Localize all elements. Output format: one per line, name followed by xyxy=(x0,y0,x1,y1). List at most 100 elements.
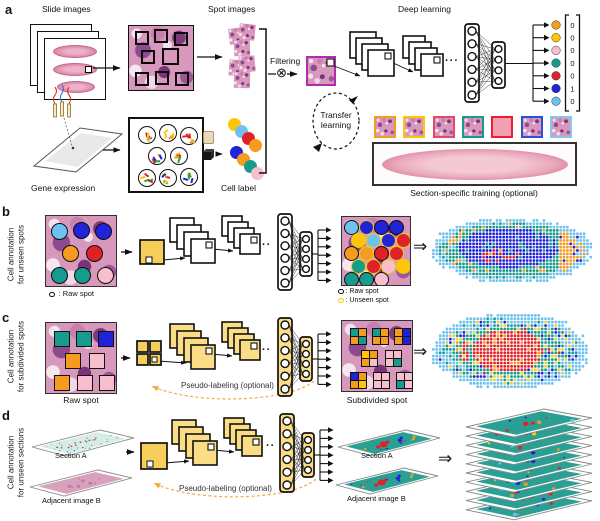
raw-spot-square xyxy=(54,375,70,391)
ellipsis-icon: ··· xyxy=(445,55,459,67)
double-arrow-icon: ⇒ xyxy=(413,237,428,256)
training-patch xyxy=(403,116,426,138)
gene-spot-circle xyxy=(148,147,166,165)
panel-b-side-line2: for unseen spots xyxy=(16,224,25,285)
double-arrow-icon: ⇒ xyxy=(438,449,453,468)
training-patch xyxy=(520,116,543,138)
section-a-input-label: Section A xyxy=(55,451,87,460)
stack-section-plane xyxy=(465,436,593,466)
raw-spot-circle xyxy=(50,266,68,284)
tissue-map-c xyxy=(432,314,588,389)
training-patch xyxy=(491,116,514,138)
adjacent-b-output-label: Adjacent image B xyxy=(347,494,406,503)
panel-b-cnn xyxy=(139,213,332,291)
ellipsis-icon: ·· xyxy=(262,344,272,356)
raw-spot-square xyxy=(99,375,115,391)
adjacent-b-output-plane xyxy=(335,467,439,495)
cube-icon xyxy=(203,149,214,160)
gene-spot-circle xyxy=(159,169,177,187)
panel-b-side-label: Cell annotation for unseen spots xyxy=(7,211,26,299)
raw-spot-square xyxy=(89,353,105,369)
subdivided-cell xyxy=(381,380,390,389)
stack-section-plane xyxy=(465,445,593,475)
raw-spot-circle xyxy=(96,266,114,284)
raw-spot-circle xyxy=(343,271,359,285)
raw-spot-circle xyxy=(85,244,103,262)
slide-front xyxy=(44,38,106,100)
filtering-label: Filtering xyxy=(270,56,301,66)
gene-bar xyxy=(140,176,146,180)
panel-c-side-label: Cell annotation for subdivided spots xyxy=(7,307,26,407)
ellipsis-icon: ·· xyxy=(266,440,276,452)
panel-b-label: b xyxy=(2,204,10,219)
raw-spot-image-c xyxy=(45,322,117,394)
spot-grid-image xyxy=(128,25,194,91)
subdivided-cell xyxy=(369,358,378,367)
panel-c-label: c xyxy=(2,310,10,325)
training-patch xyxy=(461,116,484,138)
class-vector-value: 1 xyxy=(570,84,574,93)
gene-bar xyxy=(165,133,168,139)
spot-outline xyxy=(154,29,168,43)
subdivided-cell xyxy=(358,336,367,345)
raw-spot-circle xyxy=(343,219,359,235)
raw-spot-legend-text: : Raw spot xyxy=(56,289,95,298)
panel-c-side-line1: Cell annotation xyxy=(6,329,16,384)
training-section-tissue xyxy=(382,149,568,180)
spot-image-patch xyxy=(233,39,251,57)
raw-spot-circle xyxy=(358,271,374,285)
section-stack xyxy=(465,408,593,521)
spot-images-title: Spot images xyxy=(208,4,256,14)
spot-image-patch xyxy=(238,23,256,41)
spot-outline xyxy=(155,71,169,85)
class-dot xyxy=(551,58,561,68)
pseudo-labeling-label-c: Pseudo-labeling (optional) xyxy=(181,381,274,390)
class-dot xyxy=(551,20,561,30)
stack-section-plane xyxy=(465,482,593,512)
raw-spot-circle xyxy=(94,222,112,240)
unseen-spot-circle xyxy=(358,245,374,261)
unseen-spot-circle xyxy=(395,258,410,274)
spot-outline xyxy=(141,50,155,64)
spot-outline xyxy=(175,72,189,86)
gene-spot-circle xyxy=(170,147,188,165)
raw-spot-square xyxy=(76,331,92,347)
panel-d-side-label: Cell annotation for unseen sections xyxy=(7,413,26,513)
slide-images-title: Slide images xyxy=(42,4,91,14)
class-dot xyxy=(551,83,561,94)
double-arrow-icon: ⇒ xyxy=(413,342,428,361)
stack-section-plane xyxy=(465,454,593,484)
stack-section-plane xyxy=(465,491,593,521)
training-patch xyxy=(374,116,396,138)
zoom-marker xyxy=(85,66,92,73)
cell-label-title: Cell label xyxy=(221,183,256,193)
panel-b-side-line1: Cell annotation xyxy=(6,227,16,282)
raw-spot-circle xyxy=(50,222,68,240)
output-legend-raw-text: : Raw spot xyxy=(345,288,379,295)
raw-spot-circle xyxy=(73,266,91,284)
spot-image-patch xyxy=(238,55,256,73)
output-legend-unseen-text: : Unseen spot xyxy=(345,297,389,304)
tissue-ellipse xyxy=(53,45,97,58)
subdivided-cell xyxy=(402,336,411,345)
tissue-ellipse xyxy=(57,81,95,93)
panel-d-cnn xyxy=(140,413,334,493)
gene-expression-label: Gene expression xyxy=(31,183,96,193)
output-legend-raw: : Raw spot xyxy=(338,287,379,297)
panel-a-label: a xyxy=(5,2,13,17)
class-vector-value: 0 xyxy=(570,46,574,55)
spot-outline xyxy=(135,72,149,86)
probe-tube-icon xyxy=(53,103,57,118)
raw-spot-square xyxy=(77,375,93,391)
gene-bar xyxy=(190,178,193,183)
annotated-spot-image-b xyxy=(341,216,411,286)
adjacent-b-input-label: Adjacent image B xyxy=(42,496,101,505)
probe-tube-icon xyxy=(60,101,64,117)
gene-bar xyxy=(188,133,191,139)
panel-c-side-line2: for subdivided spots xyxy=(16,320,25,393)
raw-spot-legend: : Raw spot xyxy=(49,289,94,299)
gene-bar xyxy=(163,129,168,134)
stack-section-plane xyxy=(465,417,593,447)
gene-bar xyxy=(159,154,163,160)
unseen-spot-bullet-icon xyxy=(338,297,344,303)
